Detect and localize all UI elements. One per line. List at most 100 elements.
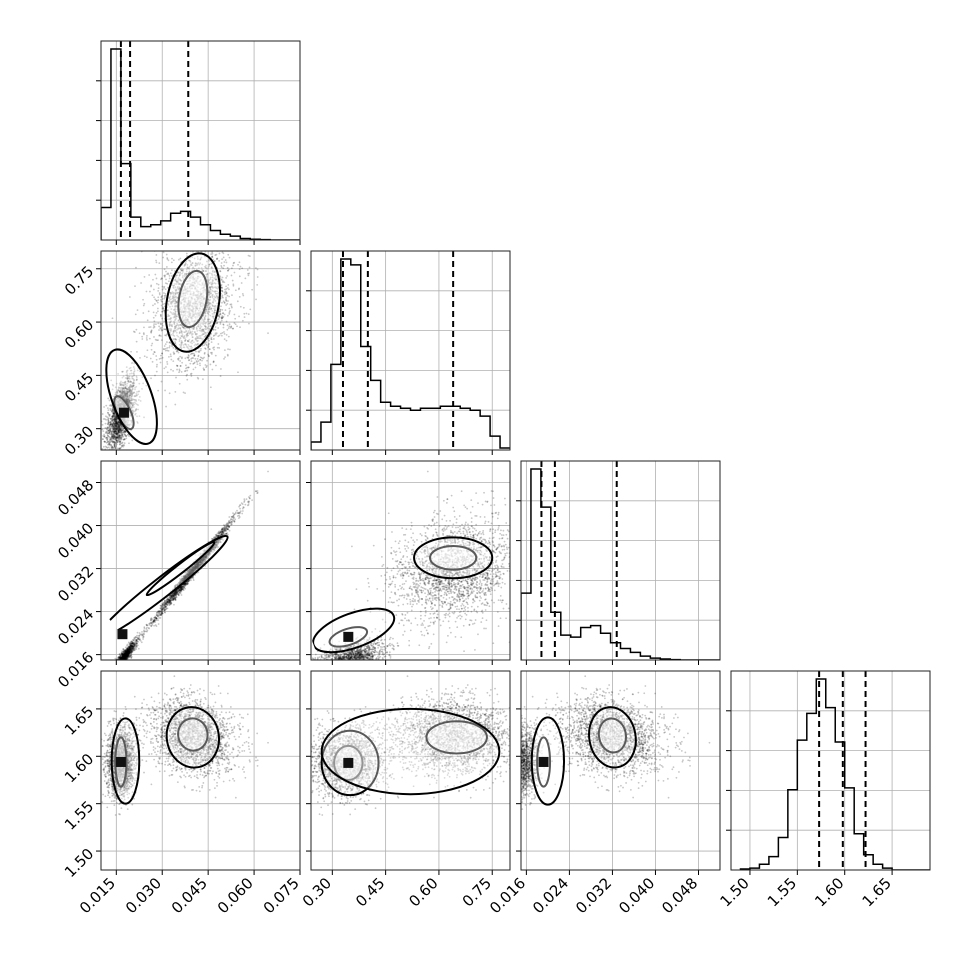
sample-point [160, 355, 162, 357]
sample-point [163, 307, 165, 309]
sample-point [226, 329, 228, 331]
sample-point [180, 242, 182, 244]
sample-point [114, 673, 116, 675]
sample-point [224, 349, 226, 351]
sample-point [114, 669, 116, 671]
sample-point [164, 390, 166, 392]
sample-point [192, 241, 194, 243]
sample-point [118, 666, 120, 668]
sample-point [179, 258, 181, 260]
sample-point [221, 309, 223, 311]
sample-point [165, 295, 167, 297]
sample-point [165, 343, 167, 345]
sample-point [223, 261, 225, 263]
sample-point [211, 251, 213, 253]
sample-point [110, 677, 112, 679]
sample-point [110, 466, 112, 468]
sample-point [116, 666, 118, 668]
sample-point [234, 322, 236, 324]
sample-point [105, 423, 107, 425]
sample-point [114, 665, 116, 667]
sample-point [120, 447, 122, 449]
sample-point [229, 349, 231, 351]
sample-point [153, 311, 155, 313]
sample-point [223, 316, 225, 318]
sample-point [116, 666, 118, 668]
sample-point [115, 665, 117, 667]
sample-point [162, 303, 164, 305]
sample-point [110, 674, 112, 676]
sample-point [221, 248, 223, 250]
sample-point [221, 332, 223, 334]
sample-point [221, 262, 223, 264]
sample-point [223, 331, 225, 333]
sample-point [157, 296, 159, 298]
sample-point [131, 440, 133, 442]
sample-point [118, 662, 120, 664]
sample-point [135, 313, 137, 315]
sample-point [111, 679, 113, 681]
sample-point [114, 463, 116, 465]
sample-point [152, 353, 154, 355]
sample-point [189, 363, 191, 365]
sample-point [108, 682, 110, 684]
sample-point [112, 674, 114, 676]
sample-point [136, 351, 138, 353]
sample-point [217, 343, 219, 345]
y-tick-label-1-3: 0.75 [61, 262, 97, 298]
sample-point [113, 668, 115, 670]
sample-point [202, 233, 204, 235]
sample-point [167, 371, 169, 373]
sample-point [239, 261, 241, 263]
sample-point [144, 276, 146, 278]
sample-point [232, 328, 234, 330]
sample-point [106, 459, 108, 461]
sample-point [156, 364, 158, 366]
sample-point [110, 440, 112, 442]
sample-point [119, 664, 121, 666]
sample-point [99, 688, 101, 690]
sample-point [186, 374, 188, 376]
sample-point [249, 495, 251, 497]
sample-point [162, 286, 164, 288]
sample-point [122, 429, 124, 431]
sample-point [228, 308, 230, 310]
sample-point [228, 296, 230, 298]
sample-point [165, 335, 167, 337]
sample-point [115, 436, 117, 438]
sample-point [213, 334, 215, 336]
sample-point [204, 364, 206, 366]
sample-point [173, 353, 175, 355]
sample-point [107, 435, 109, 437]
sample-point [113, 672, 115, 674]
sample-point [237, 264, 239, 266]
sample-point [115, 666, 117, 668]
sample-point [148, 310, 150, 312]
sample-point [104, 427, 106, 429]
sample-point [179, 246, 181, 248]
sample-point [150, 326, 152, 328]
sample-point [143, 332, 145, 334]
sample-point [139, 332, 141, 334]
sample-point [113, 456, 115, 458]
sample-point [105, 452, 107, 454]
sample-point [212, 347, 214, 349]
sample-point [122, 661, 124, 663]
sample-point [218, 260, 220, 262]
sample-point [119, 665, 121, 667]
sample-point [106, 437, 108, 439]
sample-point [107, 398, 109, 400]
sample-point [208, 248, 210, 250]
sample-point [161, 381, 163, 383]
sample-point [108, 681, 110, 683]
sample-point [108, 676, 110, 678]
sample-point [178, 357, 180, 359]
sample-point [116, 665, 118, 667]
sample-point [192, 363, 194, 365]
sample-point [119, 664, 121, 666]
sample-point [109, 676, 111, 678]
sample-point [183, 223, 185, 225]
sample-point [151, 349, 153, 351]
sample-point [180, 225, 182, 227]
